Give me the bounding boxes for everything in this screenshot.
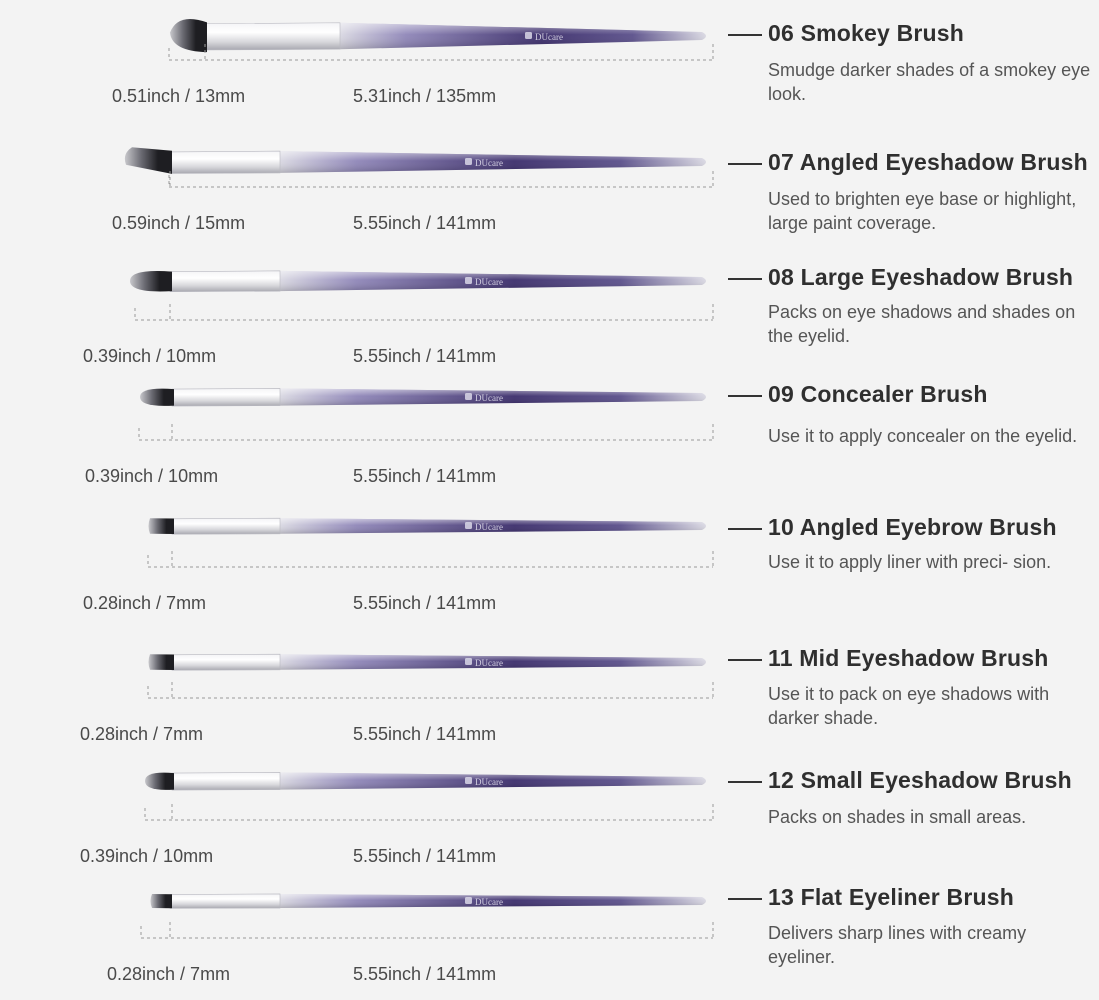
- brush-description: Delivers sharp lines with creamy eyeline…: [768, 923, 1027, 967]
- brush-title: 12 Small Eyeshadow Brush: [768, 767, 1072, 793]
- brush-ferrule: [169, 893, 281, 909]
- brush-bristles: [150, 893, 172, 909]
- brush-title: 07 Angled Eyeshadow Brush: [768, 149, 1088, 175]
- brush-bristles: [140, 388, 174, 406]
- brush-description: Use it to pack on eye shadows with darke…: [768, 684, 1050, 728]
- title-leader-line: [728, 34, 762, 36]
- brush-title: 13 Flat Eyeliner Brush: [768, 884, 1014, 910]
- head-size-label: 0.28inch / 7mm: [83, 593, 207, 613]
- brand-text: DUcare: [475, 658, 503, 668]
- handle-size-label: 5.55inch / 141mm: [353, 846, 497, 866]
- brush-title: 06 Smokey Brush: [768, 20, 965, 46]
- brush-ferrule: [171, 772, 281, 791]
- brush-ferrule: [171, 653, 281, 671]
- head-size-label: 0.51inch / 13mm: [112, 86, 246, 106]
- brush-4: DUcare: [147, 517, 714, 569]
- brand-logo-icon: [465, 897, 472, 904]
- brand-text: DUcare: [475, 393, 503, 403]
- brand-text: DUcare: [535, 32, 563, 42]
- brand-text: DUcare: [475, 158, 503, 168]
- brush-bristles: [145, 772, 174, 790]
- brush-7: DUcare: [140, 893, 714, 940]
- brand-logo-icon: [465, 522, 472, 529]
- handle-size-label: 5.55inch / 141mm: [353, 964, 497, 984]
- brush-title: 11 Mid Eyeshadow Brush: [768, 645, 1049, 671]
- brush-ferrule: [171, 517, 281, 535]
- brush-title: 10 Angled Eyebrow Brush: [768, 514, 1057, 540]
- brush-description: Use it to apply liner with preci- sion.: [768, 552, 1052, 572]
- handle-size-label: 5.55inch / 141mm: [353, 346, 497, 366]
- brush-description: Packs on eye shadows and shades on the e…: [768, 302, 1076, 346]
- brush-description: Packs on shades in small areas.: [768, 807, 1027, 827]
- handle-size-label: 5.55inch / 141mm: [353, 724, 497, 744]
- brush-1: DUcare: [124, 147, 714, 189]
- brand-text: DUcare: [475, 897, 503, 907]
- head-size-label: 0.28inch / 7mm: [107, 964, 231, 984]
- brush-6: DUcare: [144, 772, 714, 822]
- brush-ferrule: [171, 388, 281, 407]
- head-size-label: 0.59inch / 15mm: [112, 213, 246, 233]
- handle-size-label: 5.55inch / 141mm: [353, 593, 497, 613]
- brush-bristles: [148, 518, 174, 534]
- brand-text: DUcare: [475, 777, 503, 787]
- brand-logo-icon: [465, 658, 472, 665]
- brand-logo-icon: [525, 32, 532, 39]
- head-size-label: 0.39inch / 10mm: [85, 466, 219, 486]
- brush-0: DUcare: [168, 19, 714, 62]
- title-leader-line: [728, 278, 762, 280]
- brand-logo-icon: [465, 277, 472, 284]
- head-size-label: 0.39inch / 10mm: [83, 346, 217, 366]
- brand-logo-icon: [465, 777, 472, 784]
- handle-size-label: 5.55inch / 141mm: [353, 466, 497, 486]
- title-leader-line: [728, 659, 762, 661]
- brush-title: 08 Large Eyeshadow Brush: [768, 264, 1074, 290]
- brush-3: DUcare: [138, 388, 714, 442]
- title-leader-line: [728, 163, 762, 165]
- brush-title: 09 Concealer Brush: [768, 381, 988, 407]
- brush-5: DUcare: [147, 653, 714, 700]
- brush-2: DUcare: [130, 270, 714, 322]
- brand-text: DUcare: [475, 277, 503, 287]
- brush-description: Smudge darker shades of a smokey eye loo…: [768, 60, 1091, 104]
- brand-logo-icon: [465, 158, 472, 165]
- brush-bristles: [130, 271, 172, 292]
- head-size-label: 0.28inch / 7mm: [80, 724, 204, 744]
- brush-ferrule: [169, 150, 281, 174]
- brush-ferrule: [169, 270, 281, 292]
- title-leader-line: [728, 781, 762, 783]
- brush-bristles: [170, 19, 207, 53]
- title-leader-line: [728, 395, 762, 397]
- brush-description: Use it to apply concealer on the eyelid.: [768, 426, 1078, 446]
- head-size-label: 0.39inch / 10mm: [80, 846, 214, 866]
- brush-bristles: [148, 654, 174, 670]
- title-leader-line: [728, 898, 762, 900]
- handle-size-label: 5.31inch / 135mm: [353, 86, 497, 106]
- brand-logo-icon: [465, 393, 472, 400]
- handle-size-label: 5.55inch / 141mm: [353, 213, 497, 233]
- title-leader-line: [728, 528, 762, 530]
- brush-ferrule: [204, 22, 341, 51]
- brand-text: DUcare: [475, 522, 503, 532]
- brush-description: Used to brighten eye base or highlight, …: [768, 189, 1077, 233]
- brush-bristles: [124, 147, 172, 174]
